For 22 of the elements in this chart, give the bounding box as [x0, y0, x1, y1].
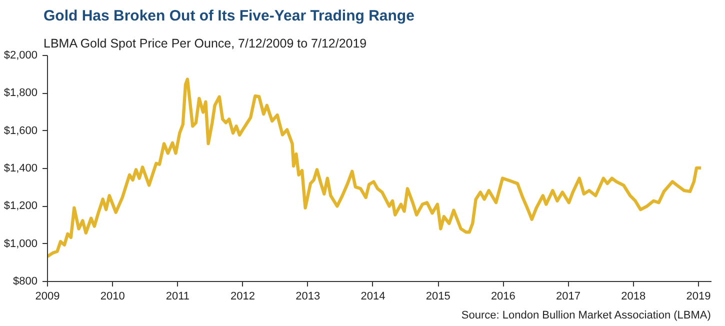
x-tick-label: 2009 [35, 290, 60, 302]
x-tick-label: 2017 [556, 290, 581, 302]
y-tick-label: $1,200 [4, 200, 38, 212]
y-tick-label: $800 [13, 276, 38, 288]
x-tick-label: 2018 [621, 290, 646, 302]
x-tick-label: 2013 [296, 290, 320, 302]
y-tick-label: $1,000 [4, 238, 38, 250]
x-tick-label: 2011 [166, 290, 190, 302]
x-tick-label: 2015 [426, 290, 450, 302]
source-note: Source: London Bullion Market Association (LBMA) [461, 310, 711, 322]
x-tick-label: 2014 [360, 290, 386, 302]
y-tick-label: $1,800 [4, 87, 38, 100]
x-tick-label: 2012 [230, 290, 256, 302]
x-tick-label: 2010 [100, 290, 125, 302]
line-series [48, 78, 703, 258]
y-tick-label: $1,600 [4, 124, 38, 137]
y-tick-label: $2,000 [4, 50, 38, 62]
chart-subtitle: LBMA Gold Spot Price Per Ounce, 7/12/2009 to 7/12/2019 [44, 36, 367, 50]
x-tick-label: 2016 [490, 290, 516, 302]
y-tick-label: $1,400 [4, 162, 38, 174]
x-tick-label: 2019 [686, 290, 711, 302]
chart-title: Gold Has Broken Out of Its Five-Year Trading Range [44, 8, 414, 24]
